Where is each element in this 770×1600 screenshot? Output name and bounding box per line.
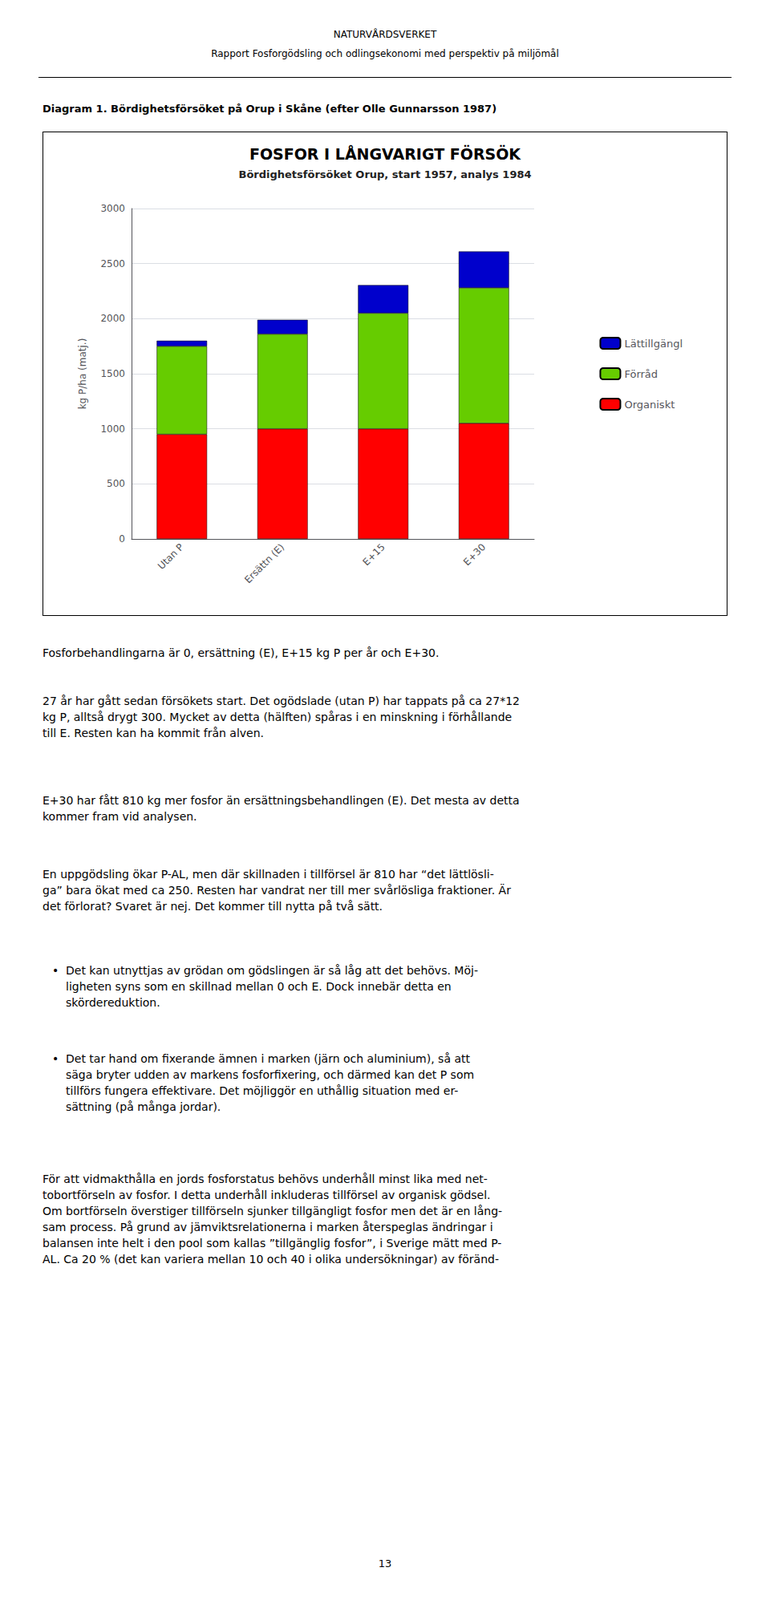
svg-text:500: 500: [106, 478, 126, 490]
svg-text:E+30: E+30: [461, 541, 488, 568]
svg-text:3000: 3000: [100, 202, 126, 215]
html-text:E+30 har fått 810 kg mer fosfo: E+30 har fått 810 kg mer fosfor än ersät…: [42, 794, 520, 823]
svg-text:Organiskt: Organiskt: [624, 398, 675, 411]
svg-text:2500: 2500: [100, 258, 126, 270]
html-text:NATURVÅRDSVERKET: NATURVÅRDSVERKET: [333, 28, 437, 41]
svg-text:Bördighetsförsöket Orup, start: Bördighetsförsöket Orup, start 1957, ana…: [238, 168, 531, 181]
svg-text:Förråd: Förråd: [624, 368, 658, 381]
svg-text:Ersättn (E): Ersättn (E): [242, 541, 287, 586]
html-text:Rapport Fosforgödsling och odl: Rapport Fosforgödsling och odlingsekonom…: [211, 48, 559, 60]
svg-text:0: 0: [118, 533, 126, 545]
html-text:13: 13: [378, 1557, 392, 1570]
html-text:Det tar hand om fixerande ämne: Det tar hand om fixerande ämnen i marken…: [65, 1052, 475, 1114]
svg-text:2000: 2000: [100, 312, 126, 325]
svg-text:Utan P: Utan P: [155, 541, 187, 572]
html-text:Det kan utnyttjas av grödan om: Det kan utnyttjas av grödan om gödslinge…: [65, 964, 479, 1010]
svg-text:kg P/ha (matj.): kg P/ha (matj.): [77, 338, 89, 410]
svg-text:1000: 1000: [100, 423, 126, 435]
html-text:Fosforbehandlingarna är 0, ers: Fosforbehandlingarna är 0, ersättning (E…: [42, 646, 440, 660]
html-text:För att vidmakthålla en jords: För att vidmakthålla en jords fosforstat…: [42, 1172, 503, 1266]
html-text:En uppgödsling ökar P-AL, men: En uppgödsling ökar P-AL, men där skilln…: [42, 867, 511, 913]
svg-text:FOSFOR I LÅNGVARIGT FÖRSÖK: FOSFOR I LÅNGVARIGT FÖRSÖK: [249, 144, 522, 163]
html-text:27 år har gått sedan försökets: 27 år har gått sedan försökets start. De…: [42, 694, 520, 740]
svg-text:E+15: E+15: [360, 541, 388, 568]
html-text:Diagram 1. Bördighetsförsöket: Diagram 1. Bördighetsförsöket på Orup i …: [42, 102, 497, 115]
svg-text:Lättillgängl: Lättillgängl: [624, 337, 683, 350]
svg-text:1500: 1500: [100, 368, 126, 380]
